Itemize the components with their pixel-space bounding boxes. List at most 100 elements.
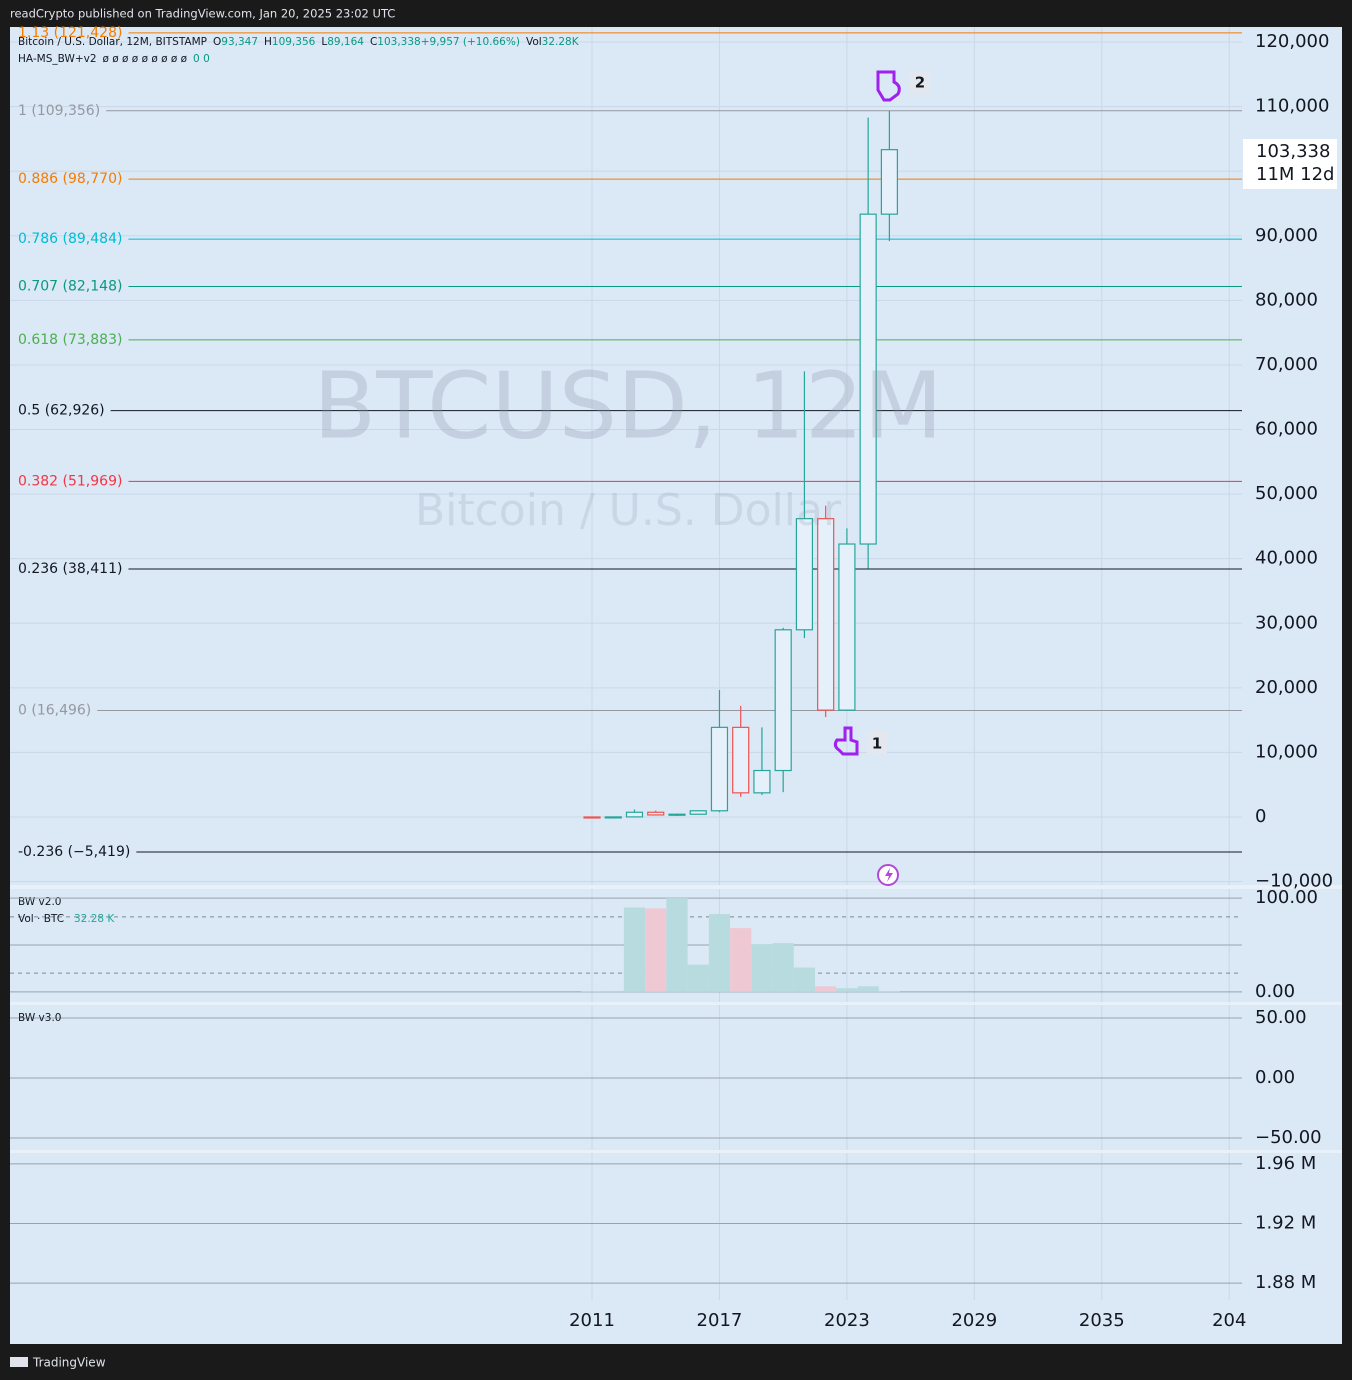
legend-item: 93,347	[221, 36, 258, 48]
volume-bar	[793, 967, 816, 992]
legend-item: 109,356	[272, 36, 316, 48]
legend: Bitcoin / U.S. Dollar, 12M, BITSTAMP O93,…	[18, 36, 580, 48]
fib-label: 0.236 (38,411)	[18, 561, 122, 577]
y-tick-label: 60,000	[1255, 419, 1318, 440]
candle-body	[838, 543, 856, 711]
price-tag-price: 103,338	[1256, 141, 1330, 162]
legend-item: Vol	[526, 36, 542, 48]
y-tick-label: 0.00	[1255, 981, 1295, 1002]
legend-item: 32.28K	[542, 36, 580, 48]
fib-label: 1.13 (121,428)	[18, 25, 122, 41]
brand-name: TradingView	[32, 1356, 106, 1370]
pane-separator	[10, 1150, 1342, 1153]
volume-bar	[645, 908, 667, 992]
y-tick-label: 80,000	[1255, 289, 1318, 310]
fib-label: 0.786 (89,484)	[18, 231, 122, 247]
fib-label: 0.886 (98,770)	[18, 171, 122, 187]
pane-separator	[10, 1002, 1342, 1005]
fib-label: 1 (109,356)	[18, 103, 100, 119]
y-tick-label: 0	[1255, 806, 1266, 827]
candle-body	[753, 769, 771, 794]
y-tick-label: −10,000	[1255, 871, 1333, 892]
y-tick-label: 1.88 M	[1255, 1272, 1316, 1293]
legend-item: 103,338	[377, 36, 420, 48]
fib-label: 0 (16,496)	[18, 702, 91, 718]
volume-bar	[602, 990, 624, 992]
annotation-label: 2	[915, 74, 925, 92]
candle-body	[583, 816, 601, 819]
watermark-symbol: BTCUSD, 12M	[313, 352, 943, 459]
legend-item: ø ø ø ø ø ø ø ø ø	[103, 53, 188, 65]
x-tick-label: 2011	[569, 1310, 615, 1331]
y-tick-label: 1.96 M	[1255, 1153, 1316, 1174]
pane-separator	[10, 885, 1342, 889]
y-tick-label: 120,000	[1255, 31, 1329, 52]
brand: TradingView	[10, 1356, 106, 1370]
x-tick-label: 204	[1212, 1310, 1246, 1331]
y-tick-label: 70,000	[1255, 354, 1318, 375]
watermark-description: Bitcoin / U.S. Dollar	[415, 485, 842, 536]
candle-body	[604, 816, 622, 819]
pane-title: BW v3.0	[18, 1012, 61, 1024]
fib-label: 0.618 (73,883)	[18, 332, 122, 348]
fib-label: 0.382 (51,969)	[18, 473, 122, 489]
candle-body	[647, 811, 665, 816]
y-tick-label: 10,000	[1255, 741, 1318, 762]
candle-body	[710, 726, 729, 812]
volume-bar	[815, 986, 837, 992]
indicator-legend: HA-MS_BW+v2 ø ø ø ø ø ø ø ø ø 0 0	[18, 53, 210, 65]
candle-body	[668, 813, 686, 816]
x-tick-label: 2035	[1079, 1310, 1125, 1331]
candle-body	[732, 726, 750, 794]
candle-body	[817, 518, 835, 711]
legend-item: C	[370, 36, 377, 48]
candle-body	[689, 810, 707, 815]
y-tick-label: 40,000	[1255, 548, 1318, 569]
chart-background	[10, 27, 1342, 1344]
chart-layer: 20112017202320292035204120,000110,000100…	[10, 25, 1333, 1331]
y-tick-label: 20,000	[1255, 677, 1318, 698]
legend-item: 0 0	[193, 53, 210, 65]
candle-body	[859, 213, 877, 545]
candle-body	[795, 518, 814, 631]
y-tick-label: 50,000	[1255, 483, 1318, 504]
legend-item: HA-MS_BW+v2	[18, 53, 97, 65]
fib-label: 0.707 (82,148)	[18, 278, 122, 294]
hand-icon	[876, 70, 901, 102]
y-tick-label: 90,000	[1255, 225, 1318, 246]
y-tick-label: −50.00	[1255, 1127, 1322, 1148]
candle-body	[880, 149, 898, 215]
volume-bar	[708, 914, 731, 992]
volume-bar	[836, 988, 858, 992]
legend-item: 89,164	[327, 36, 364, 48]
pane-subtitle: Vol · BTC	[18, 913, 64, 925]
volume-bar	[623, 907, 646, 992]
volume-bar	[687, 964, 709, 992]
fib-label: -0.236 (−5,419)	[18, 844, 130, 860]
pane-value: 32.28 K	[74, 913, 115, 925]
volume-bar	[581, 991, 603, 992]
annotation-label: 1	[872, 735, 882, 753]
legend-item: +9,957 (+10.66%)	[421, 36, 520, 48]
price-tag-countdown: 11M 12d	[1256, 164, 1335, 185]
legend-item: H	[264, 36, 272, 48]
candle-body	[774, 629, 792, 772]
y-tick-label: 50.00	[1255, 1007, 1307, 1028]
fib-label: 0.5 (62,926)	[18, 403, 105, 419]
y-tick-label: 0.00	[1255, 1067, 1295, 1088]
volume-bar	[857, 986, 879, 992]
header: readCrypto published on TradingView.com,…	[10, 7, 395, 21]
y-tick-label: 110,000	[1255, 96, 1329, 117]
annotation-box	[867, 732, 887, 754]
legend-item: L	[321, 36, 327, 48]
volume-bar	[730, 928, 752, 992]
hand-icon	[833, 726, 859, 756]
pane-title: BW v2.0	[18, 896, 61, 908]
x-tick-label: 2029	[951, 1310, 997, 1331]
volume-bar	[878, 991, 900, 992]
candle-body	[625, 811, 644, 818]
volume-bar	[751, 944, 773, 992]
price-tag	[1243, 139, 1337, 189]
x-tick-label: 2023	[824, 1310, 870, 1331]
